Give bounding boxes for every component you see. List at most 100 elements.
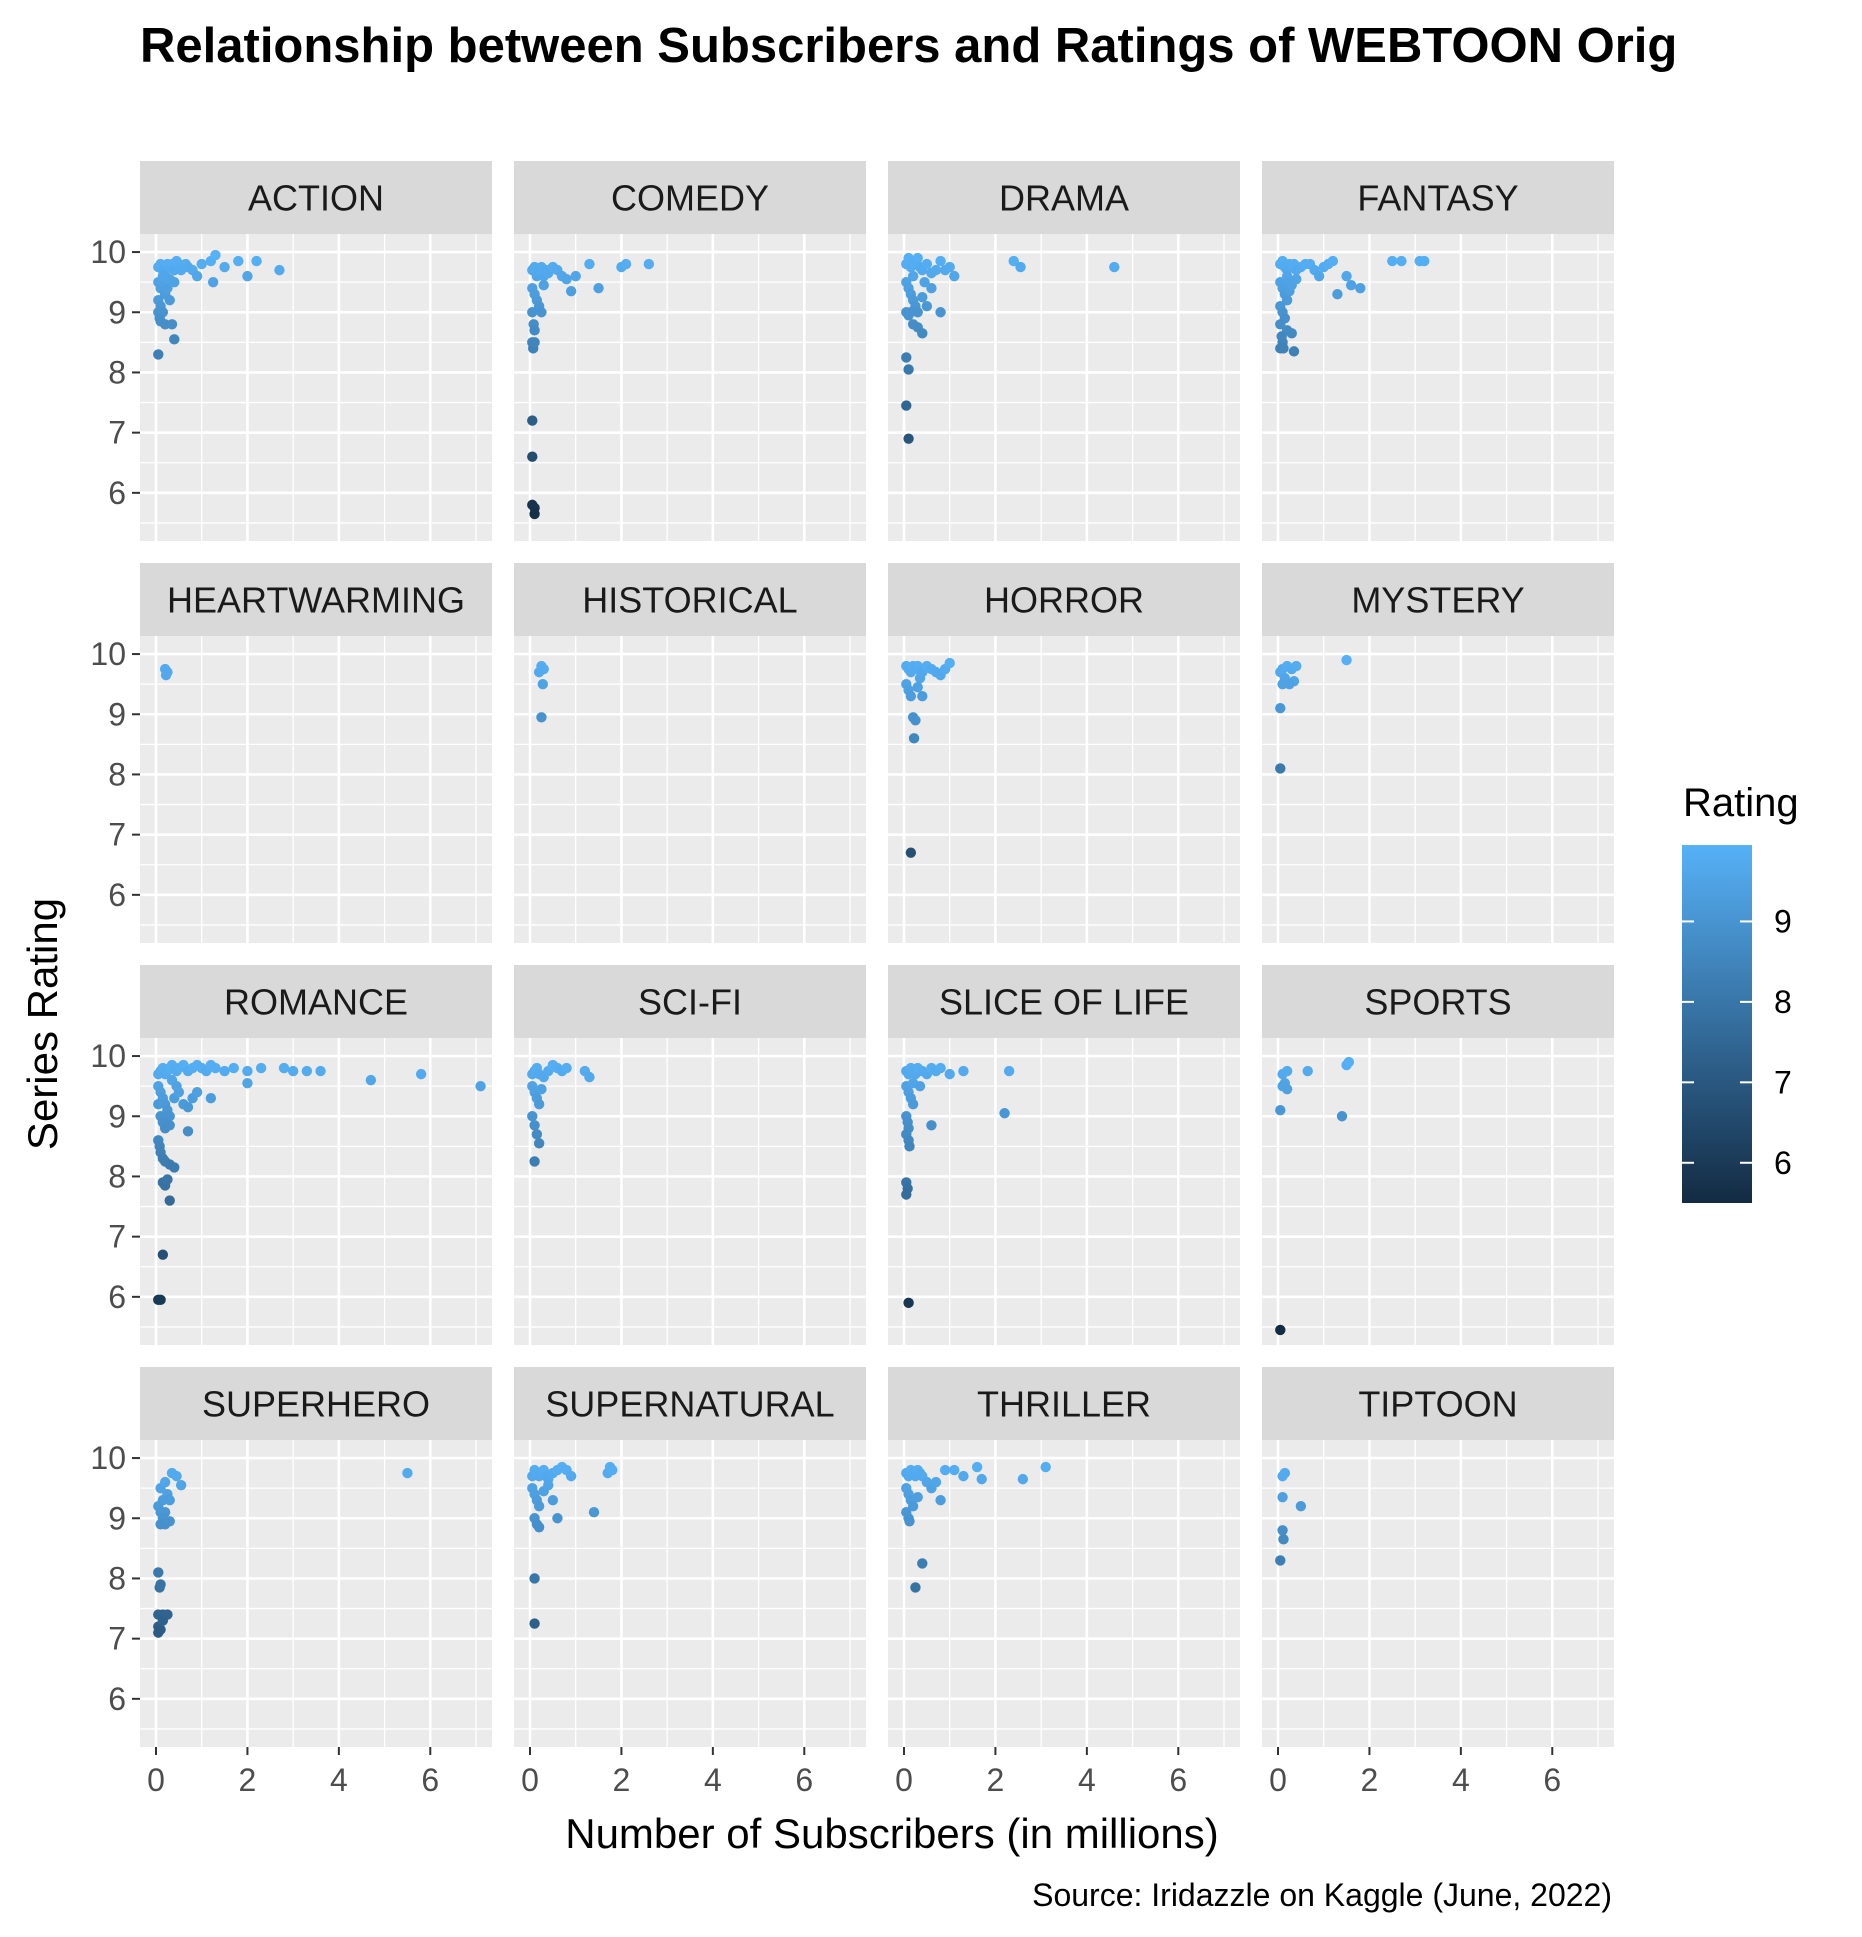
point-drama-39 [919, 276, 930, 288]
panel-fantasy: FANTASY [1262, 161, 1614, 541]
point-slice-of-life-13 [1003, 1065, 1015, 1077]
plot-area-historical [514, 636, 866, 943]
plot-area-sports [1262, 1038, 1614, 1345]
panel-tiptoon: TIPTOON 0 2 4 6 [1262, 1367, 1614, 1798]
point-thriller-23 [912, 1491, 923, 1503]
point-sci-fi-15 [533, 1099, 545, 1110]
point-tiptoon-3 [1295, 1501, 1307, 1512]
point-sci-fi-19 [531, 1129, 543, 1140]
point-historical-4 [536, 712, 547, 723]
point-action-15 [191, 270, 203, 282]
strip-label-superhero: SUPERHERO [202, 1384, 430, 1425]
x-tick-label-thriller-0: 0 [895, 1762, 913, 1798]
point-comedy-35 [529, 508, 540, 520]
point-horror-21 [908, 733, 920, 744]
point-horror-17 [912, 681, 923, 693]
point-supernatural-29 [529, 1618, 540, 1629]
x-tick-label-supernatural-4: 4 [704, 1762, 722, 1798]
chart-title: Relationship between Subscribers and Rat… [140, 19, 1677, 73]
panel-slice-of-life: SLICE OF LIFE [888, 965, 1240, 1345]
point-fantasy-20 [1396, 255, 1407, 267]
point-comedy-23 [536, 307, 547, 318]
point-tiptoon-6 [1275, 1555, 1286, 1566]
plot-area-action [140, 234, 492, 541]
strip-slice-of-life [888, 965, 1240, 1038]
point-sci-fi-20 [533, 1138, 545, 1149]
panel-thriller: THRILLER 0 2 4 6 [888, 1367, 1240, 1798]
y-tick-label-action-8: 8 [108, 354, 126, 390]
strip-fantasy [1262, 161, 1614, 234]
point-action-43 [164, 295, 175, 306]
point-mystery-10 [1275, 703, 1286, 714]
point-drama-21 [917, 292, 928, 303]
point-action-40 [166, 319, 178, 330]
point-action-19 [219, 261, 230, 273]
point-superhero-16 [153, 1567, 164, 1578]
legend: Rating 6 7 8 9 [1682, 781, 1799, 1203]
point-comedy-27 [529, 325, 540, 336]
point-thriller-14 [958, 1470, 969, 1482]
point-romance-58 [162, 1174, 173, 1185]
point-action-16 [196, 258, 207, 270]
point-thriller-10 [930, 1476, 942, 1488]
point-superhero-5 [171, 1470, 182, 1482]
point-superhero-1 [159, 1476, 171, 1488]
x-tick-label-superhero-6: 6 [421, 1762, 439, 1798]
point-sci-fi-21 [529, 1156, 540, 1167]
point-drama-14 [949, 270, 960, 282]
y-tick-label-action-6: 6 [108, 475, 126, 511]
point-thriller-17 [1017, 1473, 1029, 1485]
point-comedy-12 [565, 285, 577, 297]
y-tick-label-superhero-6: 6 [108, 1681, 126, 1717]
point-comedy-11 [561, 273, 572, 285]
point-comedy-17 [620, 258, 632, 270]
point-romance-25 [315, 1065, 326, 1077]
x-tick-label-thriller-6: 6 [1169, 1762, 1187, 1798]
point-horror-16 [905, 690, 917, 702]
point-romance-64 [171, 1080, 182, 1092]
point-action-22 [251, 255, 262, 267]
x-tick-label-supernatural-6: 6 [795, 1762, 813, 1798]
strip-label-horror: HORROR [984, 580, 1144, 621]
point-fantasy-22 [1419, 255, 1430, 267]
point-thriller-15 [971, 1461, 983, 1473]
y-tick-label-action-7: 7 [108, 415, 126, 451]
point-drama-35 [903, 364, 914, 375]
point-drama-26 [905, 307, 917, 318]
point-fantasy-41 [1288, 346, 1300, 357]
point-romance-18 [219, 1065, 230, 1077]
grid-fantasy [1262, 234, 1614, 541]
point-sports-5 [1302, 1065, 1313, 1077]
grid-sci-fi [514, 1038, 866, 1345]
strip-romance [140, 965, 492, 1038]
point-supernatural-28 [529, 1573, 540, 1584]
point-supernatural-19 [533, 1501, 545, 1512]
panels-group: ACTION 6 7 8 9 10 COMEDY DRAMA FANTASY HEARTWARMI… [90, 161, 1614, 1798]
point-slice-of-life-29 [903, 1297, 914, 1309]
strip-horror [888, 563, 1240, 636]
point-sports-9 [1275, 1105, 1286, 1116]
point-romance-23 [287, 1065, 299, 1077]
point-thriller-11 [935, 1494, 946, 1506]
strip-label-comedy: COMEDY [611, 178, 769, 219]
point-romance-54 [169, 1162, 180, 1173]
point-sci-fi-9 [561, 1062, 572, 1074]
plot-area-tiptoon [1262, 1440, 1614, 1747]
plot-area-horror [888, 636, 1240, 943]
legend-tick-label-8: 8 [1774, 984, 1792, 1020]
grid-superhero [140, 1440, 492, 1747]
strip-action [140, 161, 492, 234]
point-horror-18 [917, 690, 928, 702]
strip-heartwarming [140, 563, 492, 636]
plot-area-fantasy [1262, 234, 1614, 541]
point-sports-1 [1281, 1065, 1293, 1077]
point-romance-47 [164, 1120, 175, 1131]
strip-label-drama: DRAMA [999, 178, 1129, 219]
point-sci-fi-11 [584, 1071, 595, 1083]
grid-action [140, 234, 492, 541]
point-sports-8 [1336, 1111, 1348, 1122]
point-comedy-25 [527, 307, 538, 318]
point-comedy-14 [584, 258, 595, 270]
grid-supernatural [514, 1440, 866, 1747]
